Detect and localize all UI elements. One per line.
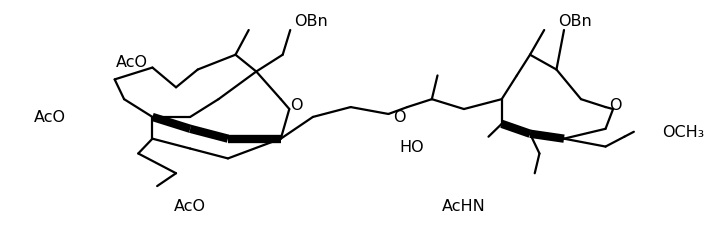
Text: O: O [291, 97, 303, 112]
Text: AcO: AcO [116, 55, 148, 70]
Text: OCH₃: OCH₃ [662, 125, 704, 140]
Text: HO: HO [399, 140, 424, 154]
Text: O: O [394, 110, 406, 125]
Text: OBn: OBn [559, 14, 592, 29]
Text: O: O [609, 97, 621, 112]
Text: AcO: AcO [33, 110, 66, 125]
Text: AcHN: AcHN [442, 198, 486, 213]
Text: OBn: OBn [294, 14, 328, 29]
Text: AcO: AcO [174, 198, 206, 213]
